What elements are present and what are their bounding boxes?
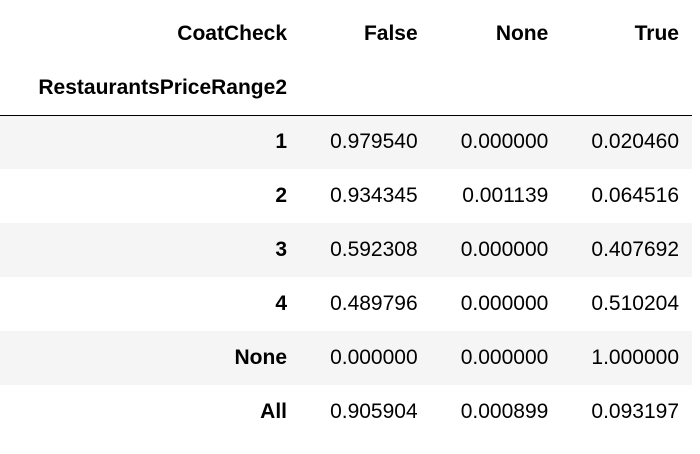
table-row: All 0.905904 0.000899 0.093197 <box>0 385 692 439</box>
table-row: 3 0.592308 0.000000 0.407692 <box>0 223 692 277</box>
table-row: 1 0.979540 0.000000 0.020460 <box>0 115 692 169</box>
index-name-row: RestaurantsPriceRange2 <box>0 61 692 116</box>
cell-true: 0.510204 <box>591 292 679 315</box>
column-header-row: CoatCheck False None True <box>0 7 692 61</box>
cell-false: 0.934345 <box>330 184 418 207</box>
cell-none: 0.000000 <box>460 292 549 315</box>
column-header-none: None <box>495 22 549 45</box>
table-row: 4 0.489796 0.000000 0.510204 <box>0 277 692 331</box>
row-index: All <box>260 400 287 423</box>
column-header-false: False <box>363 22 418 45</box>
column-header-true: True <box>634 22 679 45</box>
row-index: 4 <box>275 292 287 315</box>
table-body: 1 0.979540 0.000000 0.020460 2 0.934345 … <box>0 115 692 439</box>
cell-true: 0.093197 <box>591 400 679 423</box>
cell-false: 0.000000 <box>330 346 418 369</box>
table-row: None 0.000000 0.000000 1.000000 <box>0 331 692 385</box>
row-index: None <box>234 346 288 369</box>
empty-header-cell <box>300 61 431 116</box>
empty-header-cell <box>430 61 562 116</box>
cell-true: 1.000000 <box>591 346 679 369</box>
columns-name-label: CoatCheck <box>177 22 287 45</box>
index-name-label: RestaurantsPriceRange2 <box>0 61 300 116</box>
cell-none: 0.000000 <box>460 130 549 154</box>
table-header: CoatCheck False None True RestaurantsPri… <box>0 7 692 116</box>
cell-true: 0.407692 <box>591 238 679 261</box>
cell-false: 0.489796 <box>330 292 418 315</box>
empty-header-cell <box>561 61 692 116</box>
table-row: 2 0.934345 0.001139 0.064516 <box>0 169 692 223</box>
cell-true: 0.020460 <box>591 130 679 154</box>
cell-none: 0.000000 <box>460 346 549 369</box>
cell-none: 0.000000 <box>460 238 549 261</box>
cell-false: 0.979540 <box>330 130 418 154</box>
row-index: 2 <box>275 184 287 207</box>
cell-false: 0.905904 <box>330 400 418 423</box>
row-index: 1 <box>275 130 287 154</box>
cell-none: 0.000899 <box>460 400 549 423</box>
cell-none: 0.001139 <box>462 184 549 207</box>
cell-false: 0.592308 <box>330 238 418 261</box>
crosstab-table: CoatCheck False None True RestaurantsPri… <box>0 7 692 439</box>
cell-true: 0.064516 <box>591 184 679 207</box>
row-index: 3 <box>275 238 287 261</box>
